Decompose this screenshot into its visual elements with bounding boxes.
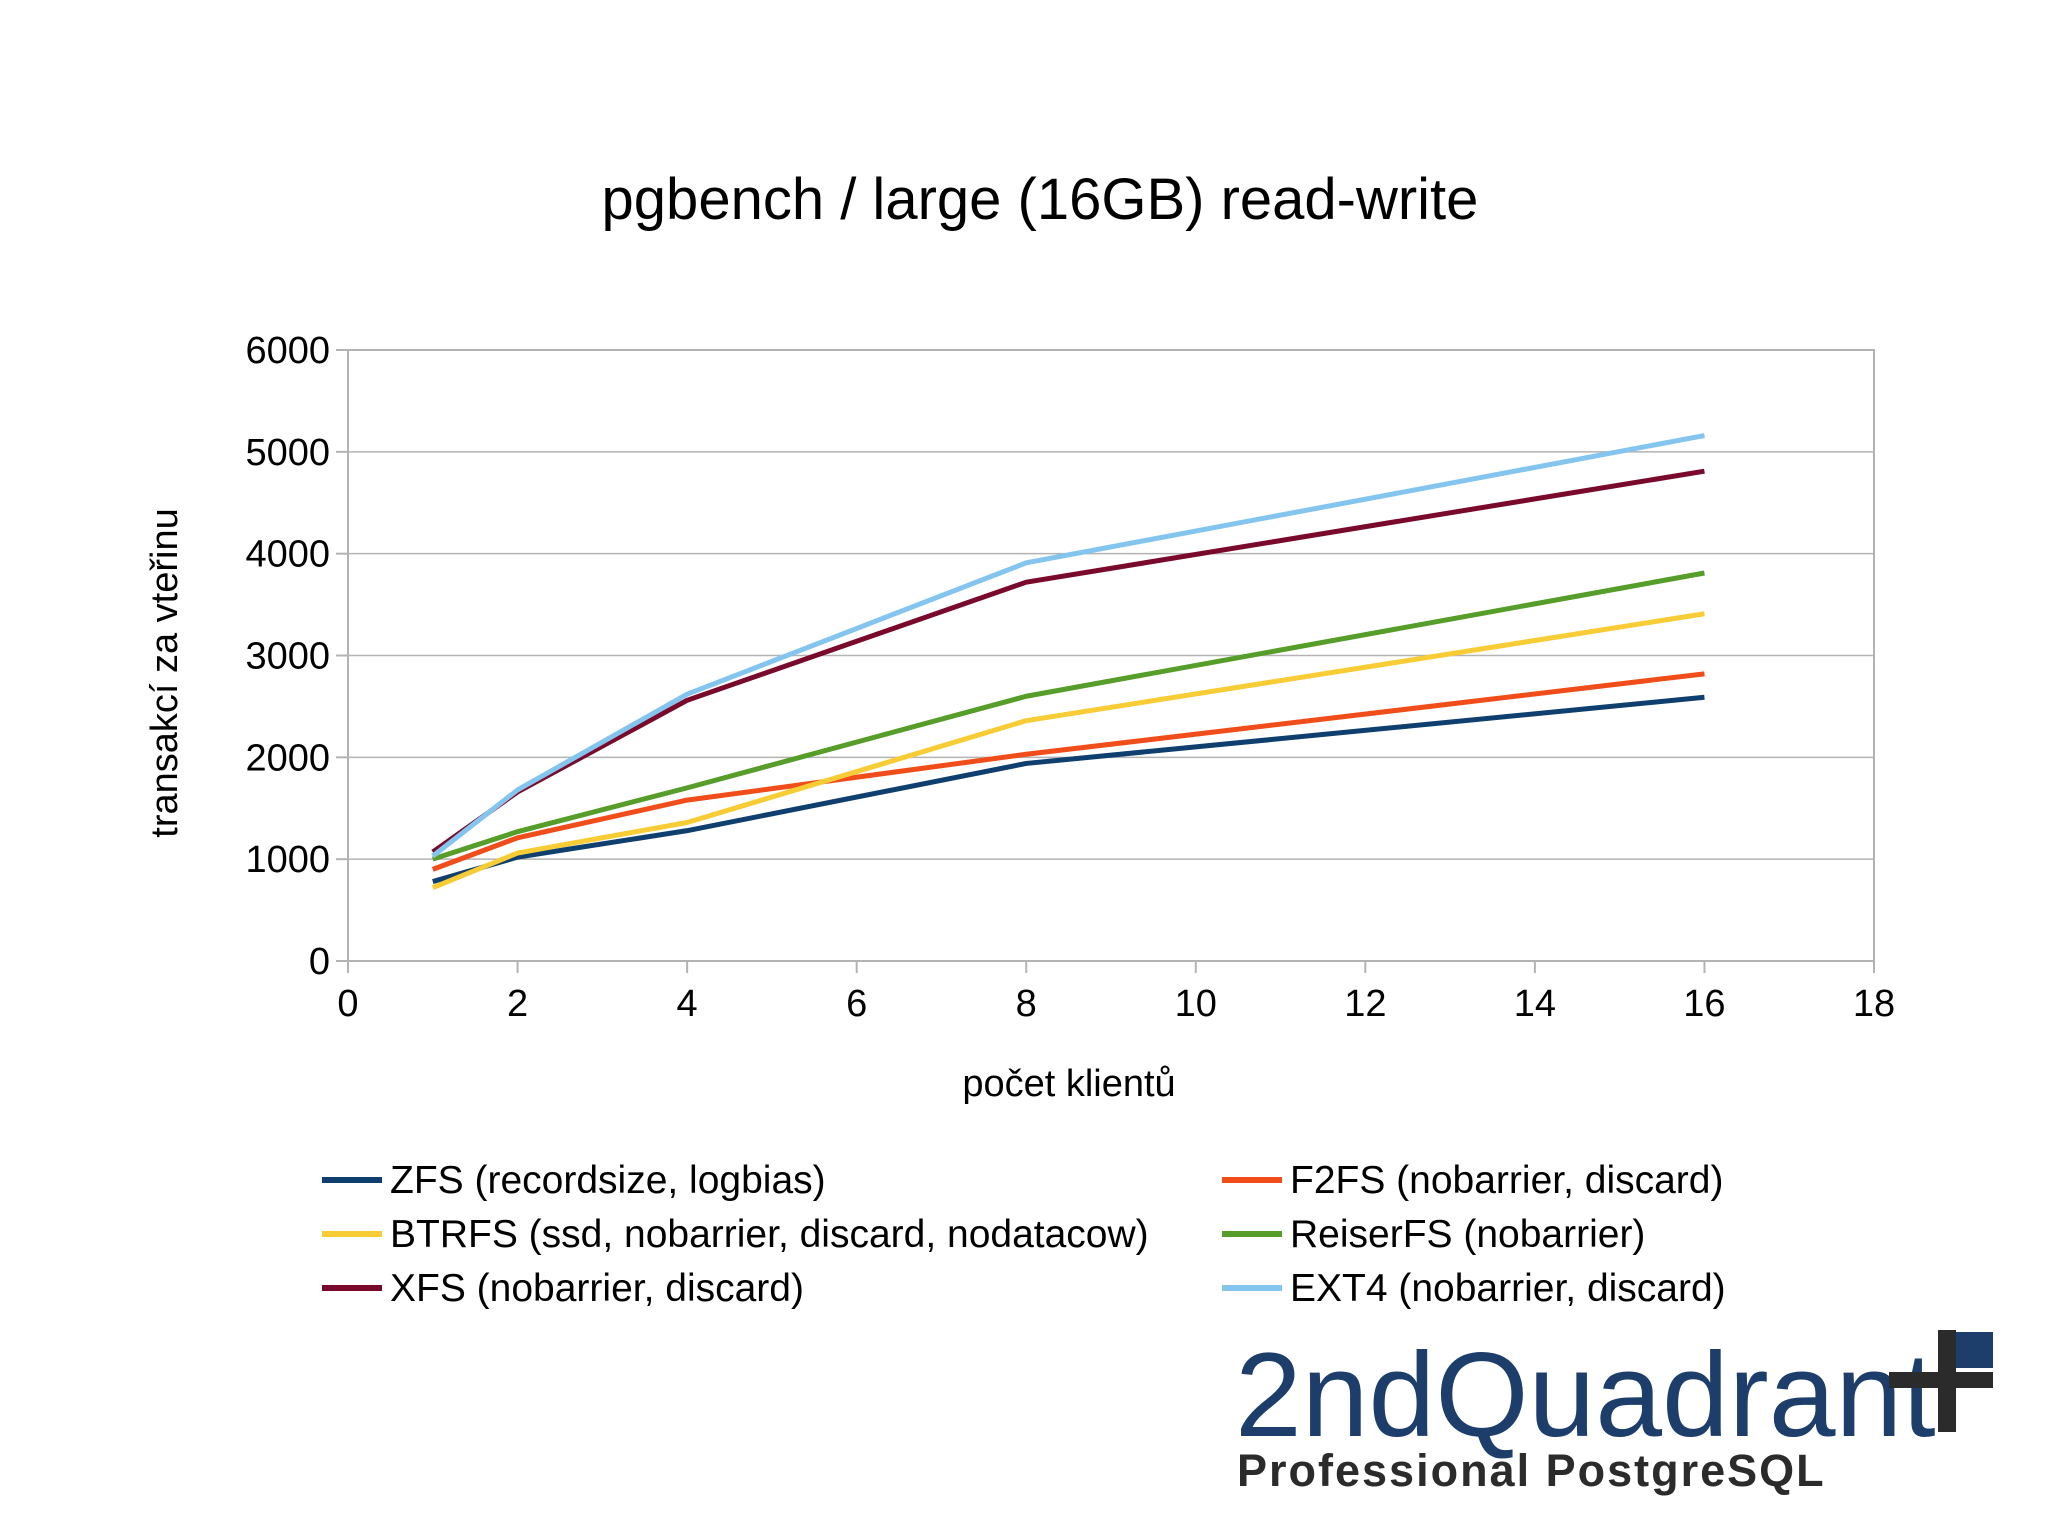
x-axis-title: počet klientů	[962, 1063, 1175, 1105]
x-tick-label: 16	[1683, 983, 1725, 1025]
x-axis-ticks: 0 2 4 6 8 10 12 14 16 18	[337, 961, 1895, 1025]
x-tick-label: 8	[1016, 983, 1037, 1025]
x-tick-label: 12	[1344, 983, 1386, 1025]
y-tick-label: 0	[309, 941, 330, 983]
logo-wordmark: 2ndQuadrant	[1235, 1328, 1936, 1462]
legend-item-4: XFS (nobarrier, discard)	[322, 1267, 804, 1310]
series-line-4	[431, 468, 1705, 855]
legend-item-1: F2FS (nobarrier, discard)	[1222, 1159, 1723, 1202]
y-axis-title: transakcí za vteřinu	[144, 508, 186, 837]
legend-item-3: ReiserFS (nobarrier)	[1222, 1213, 1645, 1256]
y-tick-label: 5000	[245, 432, 330, 474]
x-tick-label: 6	[846, 983, 867, 1025]
legend-label: ReiserFS (nobarrier)	[1290, 1213, 1645, 1256]
series-line-2	[431, 611, 1705, 890]
series-line-1	[431, 671, 1705, 872]
legend-label: BTRFS (ssd, nobarrier, discard, nodataco…	[390, 1213, 1149, 1256]
series-line-3	[432, 570, 1705, 862]
series-line-0	[432, 694, 1705, 884]
x-tick-label: 10	[1175, 983, 1217, 1025]
logo-2ndquadrant: 2ndQuadrant Professional PostgreSQL	[1235, 1328, 1993, 1496]
x-tick-label: 0	[337, 983, 358, 1025]
legend-label: XFS (nobarrier, discard)	[390, 1267, 804, 1310]
y-tick-label: 2000	[245, 737, 330, 779]
y-axis-ticks: 0 1000 2000 3000 4000 5000 6000	[245, 330, 348, 983]
grid-lines	[348, 349, 1874, 962]
y-tick-label: 6000	[245, 330, 330, 372]
legend: ZFS (recordsize, logbias) F2FS (nobarrier…	[322, 1159, 1726, 1310]
x-tick-label: 18	[1853, 983, 1895, 1025]
logo-cross-horizontal	[1889, 1372, 1993, 1388]
chart-title: pgbench / large (16GB) read-write	[602, 167, 1479, 232]
legend-item-2: BTRFS (ssd, nobarrier, discard, nodataco…	[322, 1213, 1149, 1256]
y-tick-label: 3000	[245, 636, 330, 678]
legend-label: EXT4 (nobarrier, discard)	[1290, 1267, 1726, 1310]
x-tick-label: 14	[1514, 983, 1556, 1025]
y-tick-label: 1000	[245, 839, 330, 881]
logo-tagline: Professional PostgreSQL	[1237, 1445, 1826, 1496]
series-line-5	[431, 433, 1705, 859]
x-tick-label: 2	[507, 983, 528, 1025]
y-tick-label: 4000	[245, 534, 330, 576]
logo-square	[1956, 1332, 1993, 1368]
legend-label: F2FS (nobarrier, discard)	[1290, 1159, 1723, 1202]
legend-label: ZFS (recordsize, logbias)	[390, 1159, 826, 1202]
legend-item-0: ZFS (recordsize, logbias)	[322, 1159, 826, 1202]
legend-item-5: EXT4 (nobarrier, discard)	[1222, 1267, 1726, 1310]
series-lines	[431, 433, 1705, 890]
x-tick-label: 4	[677, 983, 698, 1025]
